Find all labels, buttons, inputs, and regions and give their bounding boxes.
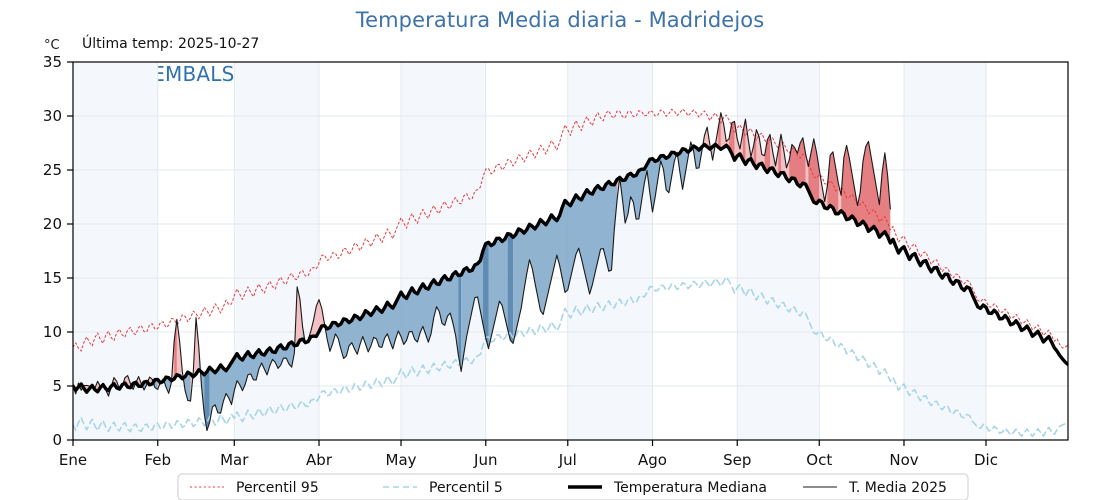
x-tick-label: Sep <box>723 451 751 469</box>
y-axis-unit-label: °C <box>44 38 60 53</box>
x-tick-label: Ene <box>59 451 87 469</box>
legend-label-temperatura-mediana[interactable]: Temperatura Mediana <box>613 480 767 496</box>
series-fill-cold <box>461 250 484 372</box>
x-axis: Ene Feb Mar Abr May Jun Jul Ago Sep Oct Nov Dic <box>59 440 998 469</box>
x-tick-label: Feb <box>144 451 171 469</box>
series-fill-cold <box>141 381 147 391</box>
series-fill-warm <box>190 317 199 402</box>
series-fill-cold <box>488 233 508 349</box>
series-fill-cold-extreme <box>458 275 462 372</box>
series-fill-warm <box>734 121 743 161</box>
series-fill-cold-extreme <box>204 367 210 431</box>
x-tick-label: Abr <box>306 451 333 469</box>
month-band <box>234 62 320 440</box>
series-fill-warm <box>294 286 303 353</box>
y-tick-label: 15 <box>43 269 62 287</box>
series-line-temperatura-mediana <box>73 142 1068 394</box>
series-fill-warm-extreme <box>789 137 806 187</box>
x-tick-label: Jun <box>473 451 497 469</box>
series-line-percentil-95 <box>73 108 1068 352</box>
series-line-percentil-5 <box>73 276 1068 438</box>
plot-frame <box>72 61 1069 441</box>
last-temp-label: Última temp: 2025-10-27 <box>82 36 260 52</box>
series-fill-warm <box>805 153 809 191</box>
series-fill-cold <box>324 271 459 359</box>
y-tick-label: 20 <box>43 215 62 233</box>
legend-label-percentil-95[interactable]: Percentil 95 <box>236 480 319 496</box>
y-tick-label: 10 <box>43 323 62 341</box>
month-band <box>737 62 820 440</box>
series-fill-cold-extreme <box>483 242 489 349</box>
series-line-t-media-2025 <box>73 112 891 432</box>
x-tick-label: Jul <box>558 451 577 469</box>
series-fill-warm <box>770 134 779 177</box>
y-tick-label: 30 <box>43 107 62 125</box>
x-tick-label: Dic <box>974 451 998 469</box>
month-band <box>903 62 986 440</box>
series-fill-warm-extreme <box>718 112 721 150</box>
series-fill-warm <box>838 183 842 214</box>
series-fill-cold <box>677 148 689 190</box>
series-fill-warm <box>305 299 325 344</box>
x-tick-label: Mar <box>220 451 249 469</box>
x-tick-label: May <box>386 451 417 469</box>
series-fill-warm-extreme <box>764 134 771 173</box>
series-fill-warm <box>745 119 754 165</box>
y-axis: 0 5 10 15 20 25 30 35 <box>43 53 73 449</box>
month-band <box>73 62 158 440</box>
x-tick-label: Ago <box>638 451 667 469</box>
x-tick-label: Nov <box>889 451 918 469</box>
y-tick-label: 35 <box>43 53 62 71</box>
y-tick-label: 0 <box>52 431 62 449</box>
chart-legend[interactable]: Percentil 95 Percentil 5 Temperatura Media… <box>177 473 969 500</box>
y-tick-label: 5 <box>52 377 62 395</box>
series-fill-warm-extreme <box>174 319 177 380</box>
month-background-bands <box>73 62 986 440</box>
page-title: Temperatura Media diaria - Madridejos <box>355 8 765 32</box>
series-lines <box>73 108 1068 438</box>
month-band <box>401 62 486 440</box>
legend-label-t-media-2025[interactable]: T. Media 2025 <box>848 480 947 496</box>
series-fill-cold-extreme <box>507 233 514 344</box>
legend-label-percentil-5[interactable]: Percentil 5 <box>429 480 503 496</box>
x-tick-label: Oct <box>806 451 832 469</box>
y-tick-label: 25 <box>43 161 62 179</box>
